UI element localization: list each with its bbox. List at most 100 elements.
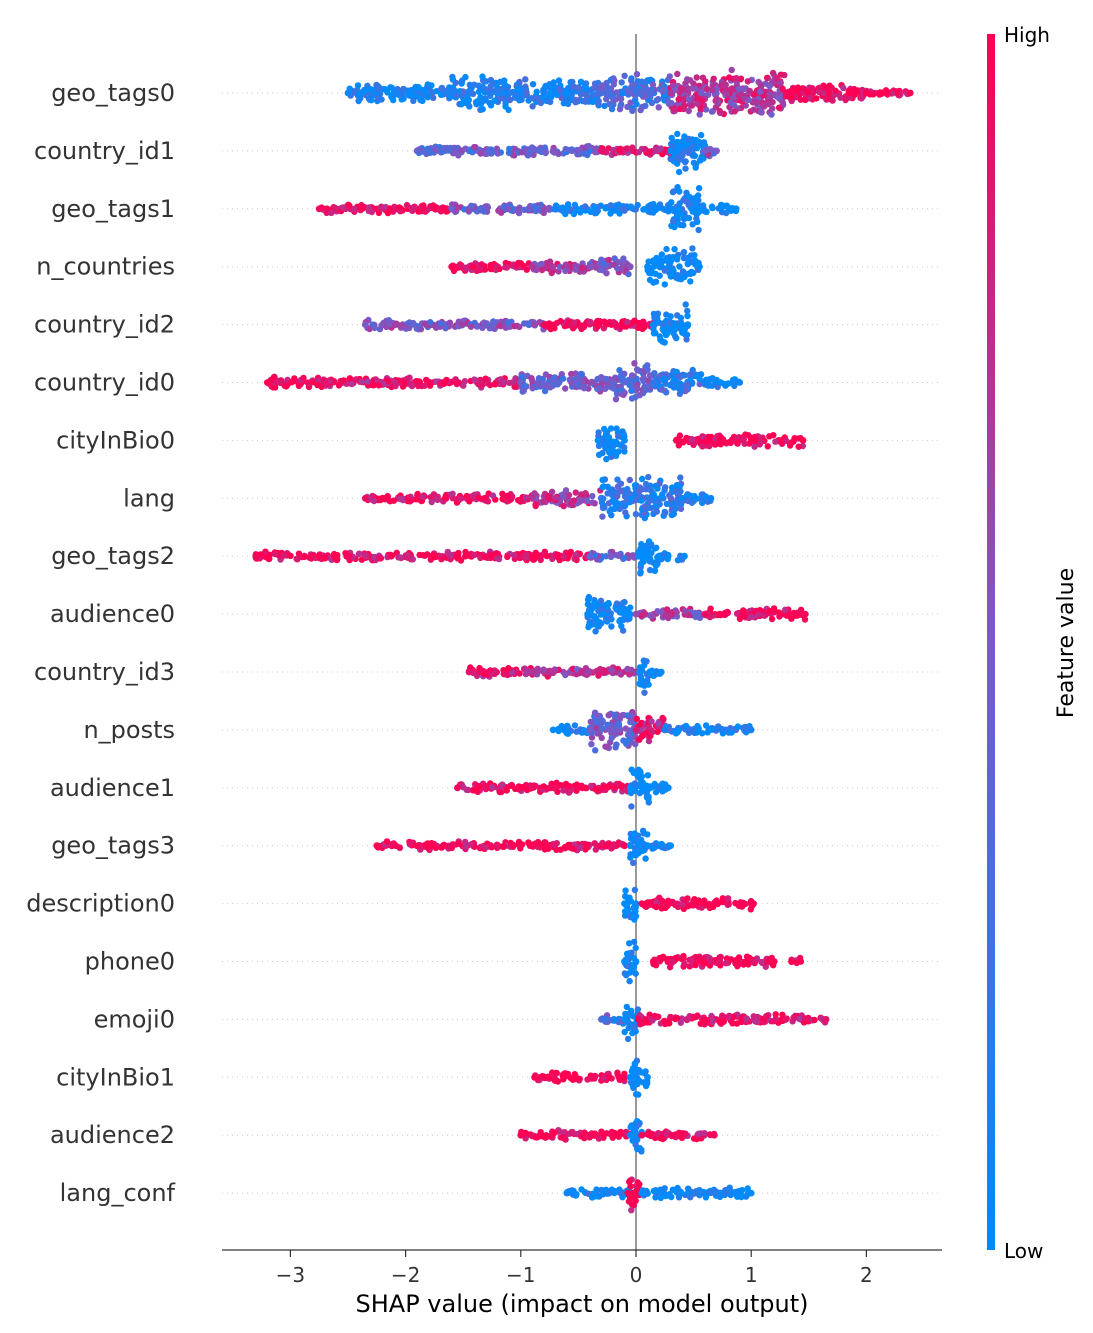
shap-point	[672, 333, 679, 340]
shap-point	[641, 145, 649, 153]
shap-point	[586, 668, 593, 675]
shap-point	[791, 435, 798, 442]
shap-point	[571, 722, 579, 729]
shap-point	[652, 482, 659, 490]
shap-point	[487, 92, 494, 100]
shap-point	[748, 613, 755, 621]
shap-point	[351, 205, 358, 213]
shap-point	[681, 607, 688, 615]
shap-point	[788, 958, 795, 965]
shap-point	[842, 96, 849, 104]
shap-point	[608, 734, 615, 742]
shap-point	[568, 845, 576, 852]
shap-point	[681, 147, 688, 154]
shap-point	[595, 451, 603, 458]
shap-point	[667, 494, 675, 502]
shap-point	[710, 75, 717, 83]
shap-point	[669, 253, 677, 261]
shap-point	[712, 441, 719, 448]
shap-point	[448, 844, 456, 852]
shap-point	[538, 260, 545, 268]
shap-point	[423, 376, 430, 384]
shap-point	[734, 963, 741, 970]
shap-point	[401, 323, 409, 330]
shap-point	[708, 108, 716, 115]
shap-point	[610, 261, 617, 268]
feature-row-geo_tags2	[252, 538, 688, 577]
shap-point	[770, 432, 777, 439]
shap-point	[694, 193, 701, 200]
shap-point	[479, 73, 486, 80]
shap-point	[680, 254, 688, 262]
shap-point	[365, 95, 372, 102]
shap-point	[616, 105, 624, 113]
shap-point	[610, 841, 617, 848]
shap-point	[678, 494, 686, 502]
shap-point	[783, 437, 790, 444]
shap-point	[773, 74, 780, 82]
shap-point	[529, 103, 536, 110]
shap-point	[591, 840, 598, 847]
shap-point	[266, 555, 273, 562]
shap-point	[622, 725, 629, 732]
shap-point	[622, 509, 629, 516]
shap-point	[598, 1016, 605, 1023]
feature-row-geo_tags0	[344, 66, 914, 118]
shap-point	[528, 668, 536, 676]
shap-point	[657, 145, 665, 152]
shap-point	[358, 378, 365, 385]
shap-point	[809, 85, 816, 92]
shap-point	[615, 552, 622, 559]
shap-point	[686, 193, 693, 201]
shap-point	[370, 497, 378, 505]
shap-point	[777, 79, 784, 87]
shap-point	[675, 145, 682, 153]
shap-point	[477, 207, 484, 214]
shap-point	[626, 263, 634, 271]
shap-point	[599, 476, 606, 484]
shap-point	[323, 205, 331, 212]
shap-point	[654, 728, 661, 735]
shap-point	[660, 86, 667, 93]
shap-point	[698, 89, 705, 97]
shap-point	[659, 714, 666, 722]
shap-point	[682, 301, 689, 308]
shap-point	[701, 610, 709, 618]
shap-point	[682, 722, 690, 730]
shap-point	[486, 99, 493, 107]
shap-point	[328, 209, 335, 216]
shap-point	[599, 504, 607, 512]
shap-point	[628, 387, 635, 394]
shap-point	[582, 85, 589, 92]
shap-point	[731, 108, 738, 115]
shap-point	[655, 104, 662, 111]
shap-point	[555, 727, 562, 735]
shap-point	[364, 378, 371, 385]
shap-point	[553, 91, 560, 99]
shap-point	[459, 77, 466, 84]
feature-row-lang	[361, 473, 715, 522]
shap-point	[675, 205, 682, 213]
shap-point	[413, 325, 420, 332]
shap-point	[692, 961, 699, 969]
shap-point	[668, 134, 675, 142]
shap-point	[582, 490, 589, 497]
shap-point	[877, 89, 884, 96]
shap-point	[385, 377, 392, 385]
shap-point	[586, 726, 594, 734]
shap-point	[663, 606, 671, 613]
shap-point	[906, 89, 914, 97]
shap-point	[667, 147, 674, 155]
shap-point	[463, 265, 470, 272]
shap-point	[516, 97, 523, 104]
shap-point	[478, 261, 485, 268]
shap-point	[522, 76, 529, 83]
shap-point	[639, 732, 646, 739]
shap-point	[529, 385, 536, 392]
feature-row-n_posts	[549, 708, 755, 754]
shap-point	[449, 76, 457, 83]
shap-point	[766, 83, 773, 90]
shap-point	[731, 382, 738, 389]
shap-point	[882, 87, 890, 94]
row-gridlines	[222, 92, 942, 1194]
